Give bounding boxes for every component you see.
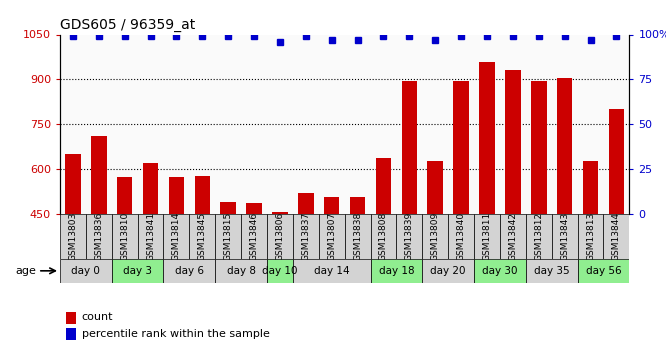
Bar [583,161,598,345]
Text: GSM13837: GSM13837 [301,212,310,261]
Bar [500,214,526,259]
Text: GSM13846: GSM13846 [250,212,258,261]
Text: GSM13845: GSM13845 [198,212,207,261]
Bar [396,214,422,259]
Text: GSM13806: GSM13806 [276,212,284,261]
Bar [194,176,210,345]
Text: GSM13838: GSM13838 [353,212,362,261]
Bar [267,259,293,283]
Text: GDS605 / 96359_at: GDS605 / 96359_at [60,18,195,32]
Text: GSM13807: GSM13807 [327,212,336,261]
Bar [246,203,262,345]
Text: GSM13812: GSM13812 [534,212,543,261]
Text: GSM13803: GSM13803 [69,212,77,261]
Bar [526,259,577,283]
Bar [215,259,267,283]
Bar [272,211,288,345]
Text: day 56: day 56 [585,266,621,276]
Bar [138,214,163,259]
Text: GSM13844: GSM13844 [612,212,621,261]
Bar [505,70,521,345]
Text: day 18: day 18 [378,266,414,276]
Bar [112,214,138,259]
Bar [474,214,500,259]
Bar [526,214,551,259]
Bar [163,259,215,283]
Text: GSM13815: GSM13815 [224,212,232,261]
Bar [66,328,76,340]
Text: day 14: day 14 [314,266,350,276]
Bar [448,214,474,259]
Text: day 6: day 6 [175,266,204,276]
Text: day 8: day 8 [226,266,256,276]
Bar [428,161,443,345]
Text: age: age [16,266,37,276]
Text: count: count [81,313,113,322]
Bar [402,81,417,345]
Bar [293,259,370,283]
Text: day 3: day 3 [123,266,152,276]
Bar [345,214,370,259]
Bar [267,214,293,259]
Bar [454,81,469,345]
Bar [298,193,314,345]
Bar [117,177,133,345]
Bar [163,214,189,259]
Text: GSM13814: GSM13814 [172,212,181,261]
Bar [422,214,448,259]
Text: day 30: day 30 [482,266,517,276]
Bar [66,312,76,324]
Bar [91,136,107,345]
Text: GSM13813: GSM13813 [586,212,595,261]
Text: GSM13808: GSM13808 [379,212,388,261]
Bar [324,197,340,345]
Bar [603,214,629,259]
Text: percentile rank within the sample: percentile rank within the sample [81,329,270,339]
Bar [168,177,184,345]
Bar [189,214,215,259]
Bar [577,259,629,283]
Text: GSM13841: GSM13841 [146,212,155,261]
Bar [60,214,86,259]
Bar [220,202,236,345]
Text: day 0: day 0 [71,266,101,276]
Text: GSM13839: GSM13839 [405,212,414,261]
Text: day 20: day 20 [430,266,466,276]
Bar [350,197,366,345]
Text: GSM13810: GSM13810 [120,212,129,261]
Text: day 35: day 35 [534,266,569,276]
Bar [531,81,547,345]
Text: GSM13836: GSM13836 [95,212,103,261]
Bar [370,259,422,283]
Bar [551,214,577,259]
Bar [215,214,241,259]
Bar [293,214,319,259]
Bar [241,214,267,259]
Text: GSM13840: GSM13840 [457,212,466,261]
Text: GSM13811: GSM13811 [482,212,492,261]
Text: day 10: day 10 [262,266,298,276]
Bar [609,109,624,345]
Bar [474,259,526,283]
Text: GSM13843: GSM13843 [560,212,569,261]
Bar [319,214,345,259]
Bar [86,214,112,259]
Bar [112,259,163,283]
Bar [480,62,495,345]
Bar [60,259,112,283]
Bar [370,214,396,259]
Bar [65,154,81,345]
Text: GSM13809: GSM13809 [431,212,440,261]
Bar [577,214,603,259]
Text: GSM13842: GSM13842 [508,212,517,261]
Bar [376,158,391,345]
Bar [143,163,159,345]
Bar [422,259,474,283]
Bar [557,78,573,345]
